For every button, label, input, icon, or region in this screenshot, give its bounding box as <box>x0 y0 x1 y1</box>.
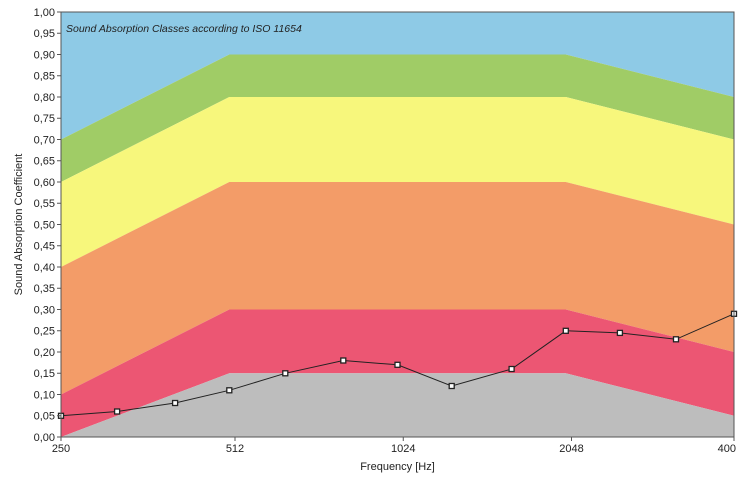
y-tick-label: 0,35 <box>34 283 55 295</box>
y-tick-label: 0,10 <box>34 389 55 401</box>
y-tick-label: 0,95 <box>34 28 55 40</box>
y-tick-label: 0,65 <box>34 156 55 168</box>
data-point <box>672 336 680 343</box>
data-point <box>340 357 347 364</box>
x-tick-label: 400 <box>718 443 736 455</box>
x-tick-label: 1024 <box>391 443 415 455</box>
absorption-band-3 <box>61 182 734 395</box>
x-tick-label: 512 <box>226 443 244 455</box>
y-tick-label: 0,45 <box>34 241 55 253</box>
measurement-series <box>57 310 738 419</box>
y-tick-label: 0,90 <box>34 49 55 61</box>
x-axis: 250 512 1024 2048 400 <box>52 437 736 455</box>
y-tick-label: 0,30 <box>34 304 55 316</box>
data-point <box>508 365 515 373</box>
y-tick-label: 0,85 <box>34 71 55 83</box>
y-tick-label: 0,00 <box>34 432 55 444</box>
absorption-band-1 <box>61 54 734 182</box>
data-point <box>562 327 569 334</box>
y-tick-label: 0,75 <box>34 113 55 125</box>
y-tick-label: 0,20 <box>34 347 55 359</box>
data-point <box>113 408 121 415</box>
y-tick-label: 0,70 <box>34 134 55 146</box>
y-tick-label: 0,60 <box>34 177 55 189</box>
y-tick-label: 1,00 <box>34 7 55 19</box>
data-point <box>394 361 401 368</box>
data-point <box>616 329 624 337</box>
y-tick-label: 0,15 <box>34 368 55 380</box>
absorption-band-4 <box>61 309 734 437</box>
y-axis-title: Sound Absorption Coefficient <box>13 154 25 296</box>
y-tick-label: 0,80 <box>34 92 55 104</box>
x-tick-label: 2048 <box>559 443 583 455</box>
x-axis-title: Frequency [Hz] <box>360 461 435 473</box>
y-tick-label: 0,40 <box>34 262 55 274</box>
data-point <box>171 399 179 407</box>
data-point <box>226 387 233 394</box>
y-tick-label: 0,25 <box>34 326 55 338</box>
absorption-band-0 <box>61 12 734 140</box>
data-point <box>448 382 455 390</box>
x-tick-label: 250 <box>52 443 70 455</box>
y-tick-label: 0,05 <box>34 411 55 423</box>
y-tick-label: 0,55 <box>34 198 55 210</box>
y-tick-label: 0,50 <box>34 219 55 231</box>
data-point <box>282 370 289 377</box>
y-axis: 0,00 0,05 0,10 0,15 0,20 0,25 0,30 0,35 0,40 0,45… <box>34 7 61 444</box>
chart-caption: Sound Absorption Classes according to IS… <box>66 23 302 35</box>
absorption-class-bands <box>61 12 734 437</box>
